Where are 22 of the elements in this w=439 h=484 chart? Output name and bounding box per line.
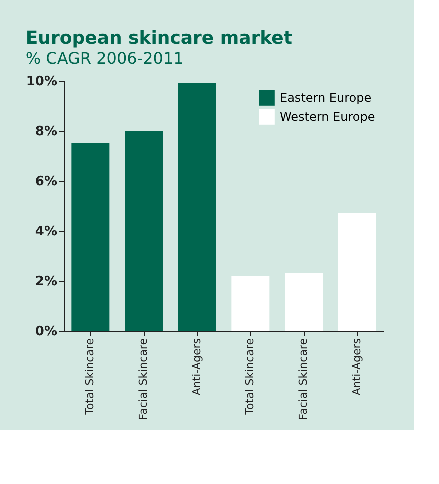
y-tick-label: 4% — [35, 224, 58, 240]
y-tick-label: 10% — [26, 74, 58, 90]
bar — [125, 131, 163, 331]
bar — [178, 84, 216, 331]
x-tick-label: Total Skincare — [244, 338, 257, 416]
y-tick-label: 6% — [35, 174, 58, 190]
x-tick-label: Anti-Agers — [350, 338, 364, 396]
y-tick-label: 2% — [35, 274, 58, 290]
legend-label: Eastern Europe — [280, 91, 372, 105]
legend-label: Western Europe — [280, 110, 376, 124]
y-tick-label: 8% — [35, 124, 58, 140]
bar — [285, 274, 323, 331]
y-tick-label: 0% — [35, 324, 58, 340]
x-tick-label: Total Skincare — [84, 338, 97, 416]
x-tick-label: Anti-Agers — [190, 338, 204, 396]
x-tick-label: Facial Skincare — [137, 338, 150, 420]
bar — [338, 214, 376, 331]
bar — [72, 144, 110, 331]
bar — [232, 276, 270, 331]
x-tick-label: Facial Skincare — [297, 338, 310, 420]
chart-title: European skincare market — [26, 28, 293, 49]
chart-subtitle: % CAGR 2006-2011 — [26, 49, 184, 68]
